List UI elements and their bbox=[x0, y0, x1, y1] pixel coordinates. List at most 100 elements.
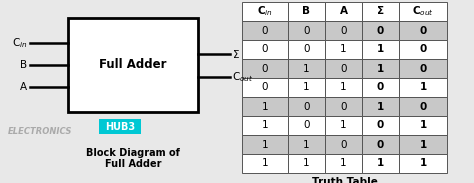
Text: 0: 0 bbox=[340, 102, 347, 111]
Bar bbox=[68, 18, 198, 112]
Bar bbox=[242, 59, 288, 78]
Text: Truth Table: Truth Table bbox=[311, 177, 377, 183]
Text: 0: 0 bbox=[377, 25, 384, 36]
Bar bbox=[399, 21, 447, 40]
Text: 0: 0 bbox=[262, 83, 268, 92]
Bar bbox=[242, 97, 288, 116]
Text: B: B bbox=[302, 7, 310, 16]
Bar bbox=[288, 78, 325, 97]
Bar bbox=[399, 59, 447, 78]
Bar bbox=[362, 59, 399, 78]
Bar bbox=[325, 2, 362, 21]
Text: 0: 0 bbox=[262, 64, 268, 74]
Text: C$_{out}$: C$_{out}$ bbox=[412, 5, 434, 18]
Text: 1: 1 bbox=[419, 120, 427, 130]
Text: 0: 0 bbox=[303, 120, 310, 130]
Bar bbox=[399, 78, 447, 97]
Text: Full Adder: Full Adder bbox=[99, 59, 167, 72]
Text: 0: 0 bbox=[377, 139, 384, 150]
Bar bbox=[288, 2, 325, 21]
Bar bbox=[242, 154, 288, 173]
Bar bbox=[242, 40, 288, 59]
Bar bbox=[325, 21, 362, 40]
Text: 0: 0 bbox=[377, 120, 384, 130]
Text: 1: 1 bbox=[377, 44, 384, 55]
Bar bbox=[325, 78, 362, 97]
Text: 0: 0 bbox=[419, 102, 427, 111]
Bar bbox=[288, 21, 325, 40]
Bar bbox=[399, 40, 447, 59]
Text: Σ: Σ bbox=[377, 7, 384, 16]
Bar bbox=[325, 59, 362, 78]
Bar bbox=[362, 97, 399, 116]
Bar bbox=[242, 135, 288, 154]
Bar bbox=[362, 2, 399, 21]
Bar bbox=[288, 135, 325, 154]
Text: 1: 1 bbox=[419, 158, 427, 169]
Text: 0: 0 bbox=[262, 25, 268, 36]
Text: 1: 1 bbox=[377, 158, 384, 169]
Bar bbox=[288, 97, 325, 116]
Text: A: A bbox=[20, 82, 27, 92]
Bar bbox=[288, 116, 325, 135]
Bar bbox=[399, 154, 447, 173]
Text: 1: 1 bbox=[303, 139, 310, 150]
Text: HUB3: HUB3 bbox=[105, 122, 135, 132]
Bar bbox=[325, 116, 362, 135]
Text: 1: 1 bbox=[419, 139, 427, 150]
Text: 0: 0 bbox=[303, 25, 310, 36]
Text: 1: 1 bbox=[303, 83, 310, 92]
Bar bbox=[362, 135, 399, 154]
Bar bbox=[242, 2, 288, 21]
Bar bbox=[362, 154, 399, 173]
Text: 1: 1 bbox=[377, 102, 384, 111]
Text: 1: 1 bbox=[303, 64, 310, 74]
Text: 0: 0 bbox=[340, 25, 347, 36]
Bar bbox=[325, 97, 362, 116]
Bar bbox=[288, 59, 325, 78]
Text: Block Diagram of: Block Diagram of bbox=[86, 148, 180, 158]
Text: $\Sigma$: $\Sigma$ bbox=[232, 48, 240, 60]
Bar bbox=[362, 116, 399, 135]
Text: 1: 1 bbox=[303, 158, 310, 169]
Text: 0: 0 bbox=[377, 83, 384, 92]
Bar bbox=[399, 2, 447, 21]
Bar bbox=[325, 40, 362, 59]
Bar bbox=[362, 21, 399, 40]
Bar bbox=[288, 154, 325, 173]
Bar bbox=[399, 135, 447, 154]
Text: 1: 1 bbox=[262, 139, 268, 150]
Text: Full Adder: Full Adder bbox=[105, 159, 161, 169]
Bar bbox=[242, 78, 288, 97]
Bar bbox=[288, 40, 325, 59]
Text: C$_{in}$: C$_{in}$ bbox=[257, 5, 273, 18]
Text: 1: 1 bbox=[340, 120, 347, 130]
Text: C$_{in}$: C$_{in}$ bbox=[11, 36, 27, 50]
Text: 0: 0 bbox=[340, 139, 347, 150]
Text: 0: 0 bbox=[303, 44, 310, 55]
Bar bbox=[399, 97, 447, 116]
Text: ELECTRONICS: ELECTRONICS bbox=[8, 127, 73, 136]
Bar bbox=[325, 135, 362, 154]
Text: 0: 0 bbox=[419, 64, 427, 74]
Text: 1: 1 bbox=[340, 158, 347, 169]
Text: 1: 1 bbox=[262, 120, 268, 130]
Text: 1: 1 bbox=[262, 158, 268, 169]
Bar bbox=[242, 116, 288, 135]
Text: 1: 1 bbox=[262, 102, 268, 111]
Text: 0: 0 bbox=[419, 25, 427, 36]
Bar bbox=[399, 116, 447, 135]
Bar bbox=[362, 40, 399, 59]
Bar bbox=[325, 154, 362, 173]
Text: 0: 0 bbox=[419, 44, 427, 55]
Bar bbox=[362, 78, 399, 97]
Text: 0: 0 bbox=[340, 64, 347, 74]
Text: 1: 1 bbox=[419, 83, 427, 92]
Text: 1: 1 bbox=[340, 83, 347, 92]
Text: 0: 0 bbox=[303, 102, 310, 111]
Bar bbox=[242, 21, 288, 40]
Text: C$_{out}$: C$_{out}$ bbox=[232, 70, 254, 84]
FancyBboxPatch shape bbox=[99, 119, 141, 134]
Text: B: B bbox=[20, 60, 27, 70]
Text: 1: 1 bbox=[377, 64, 384, 74]
